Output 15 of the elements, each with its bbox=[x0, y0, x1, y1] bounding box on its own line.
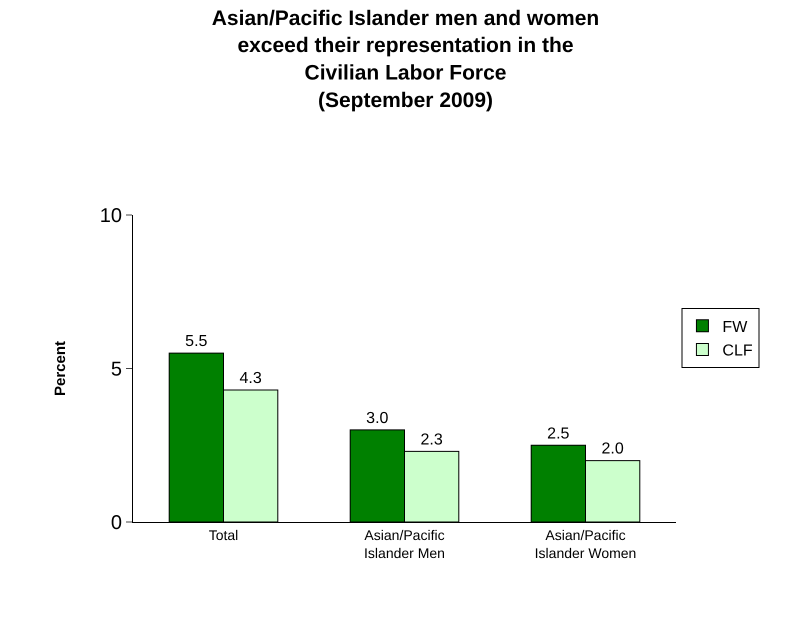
data-label: 3.0 bbox=[366, 410, 389, 427]
data-label: 2.3 bbox=[420, 431, 443, 448]
data-label: 4.3 bbox=[239, 370, 262, 387]
y-axis-title: Percent bbox=[52, 340, 69, 396]
legend-label: FW bbox=[722, 318, 748, 336]
data-label: 2.5 bbox=[547, 425, 570, 442]
data-label: 5.5 bbox=[185, 333, 208, 350]
y-tick-label: 5 bbox=[110, 358, 122, 380]
data-label: 2.0 bbox=[601, 440, 624, 458]
x-tick-label: Total bbox=[208, 526, 238, 543]
x-tick-label: Asian/Pacific Islander Women bbox=[534, 526, 636, 561]
x-tick-label: Asian/Pacific Islander Men bbox=[364, 526, 445, 561]
y-tick-label: 0 bbox=[110, 512, 122, 534]
y-tick-label: 10 bbox=[100, 205, 122, 227]
chart-title: Asian/Pacific Islander men and women exceed their representation in the Civilian Labor Force (September 2009) bbox=[212, 6, 600, 112]
